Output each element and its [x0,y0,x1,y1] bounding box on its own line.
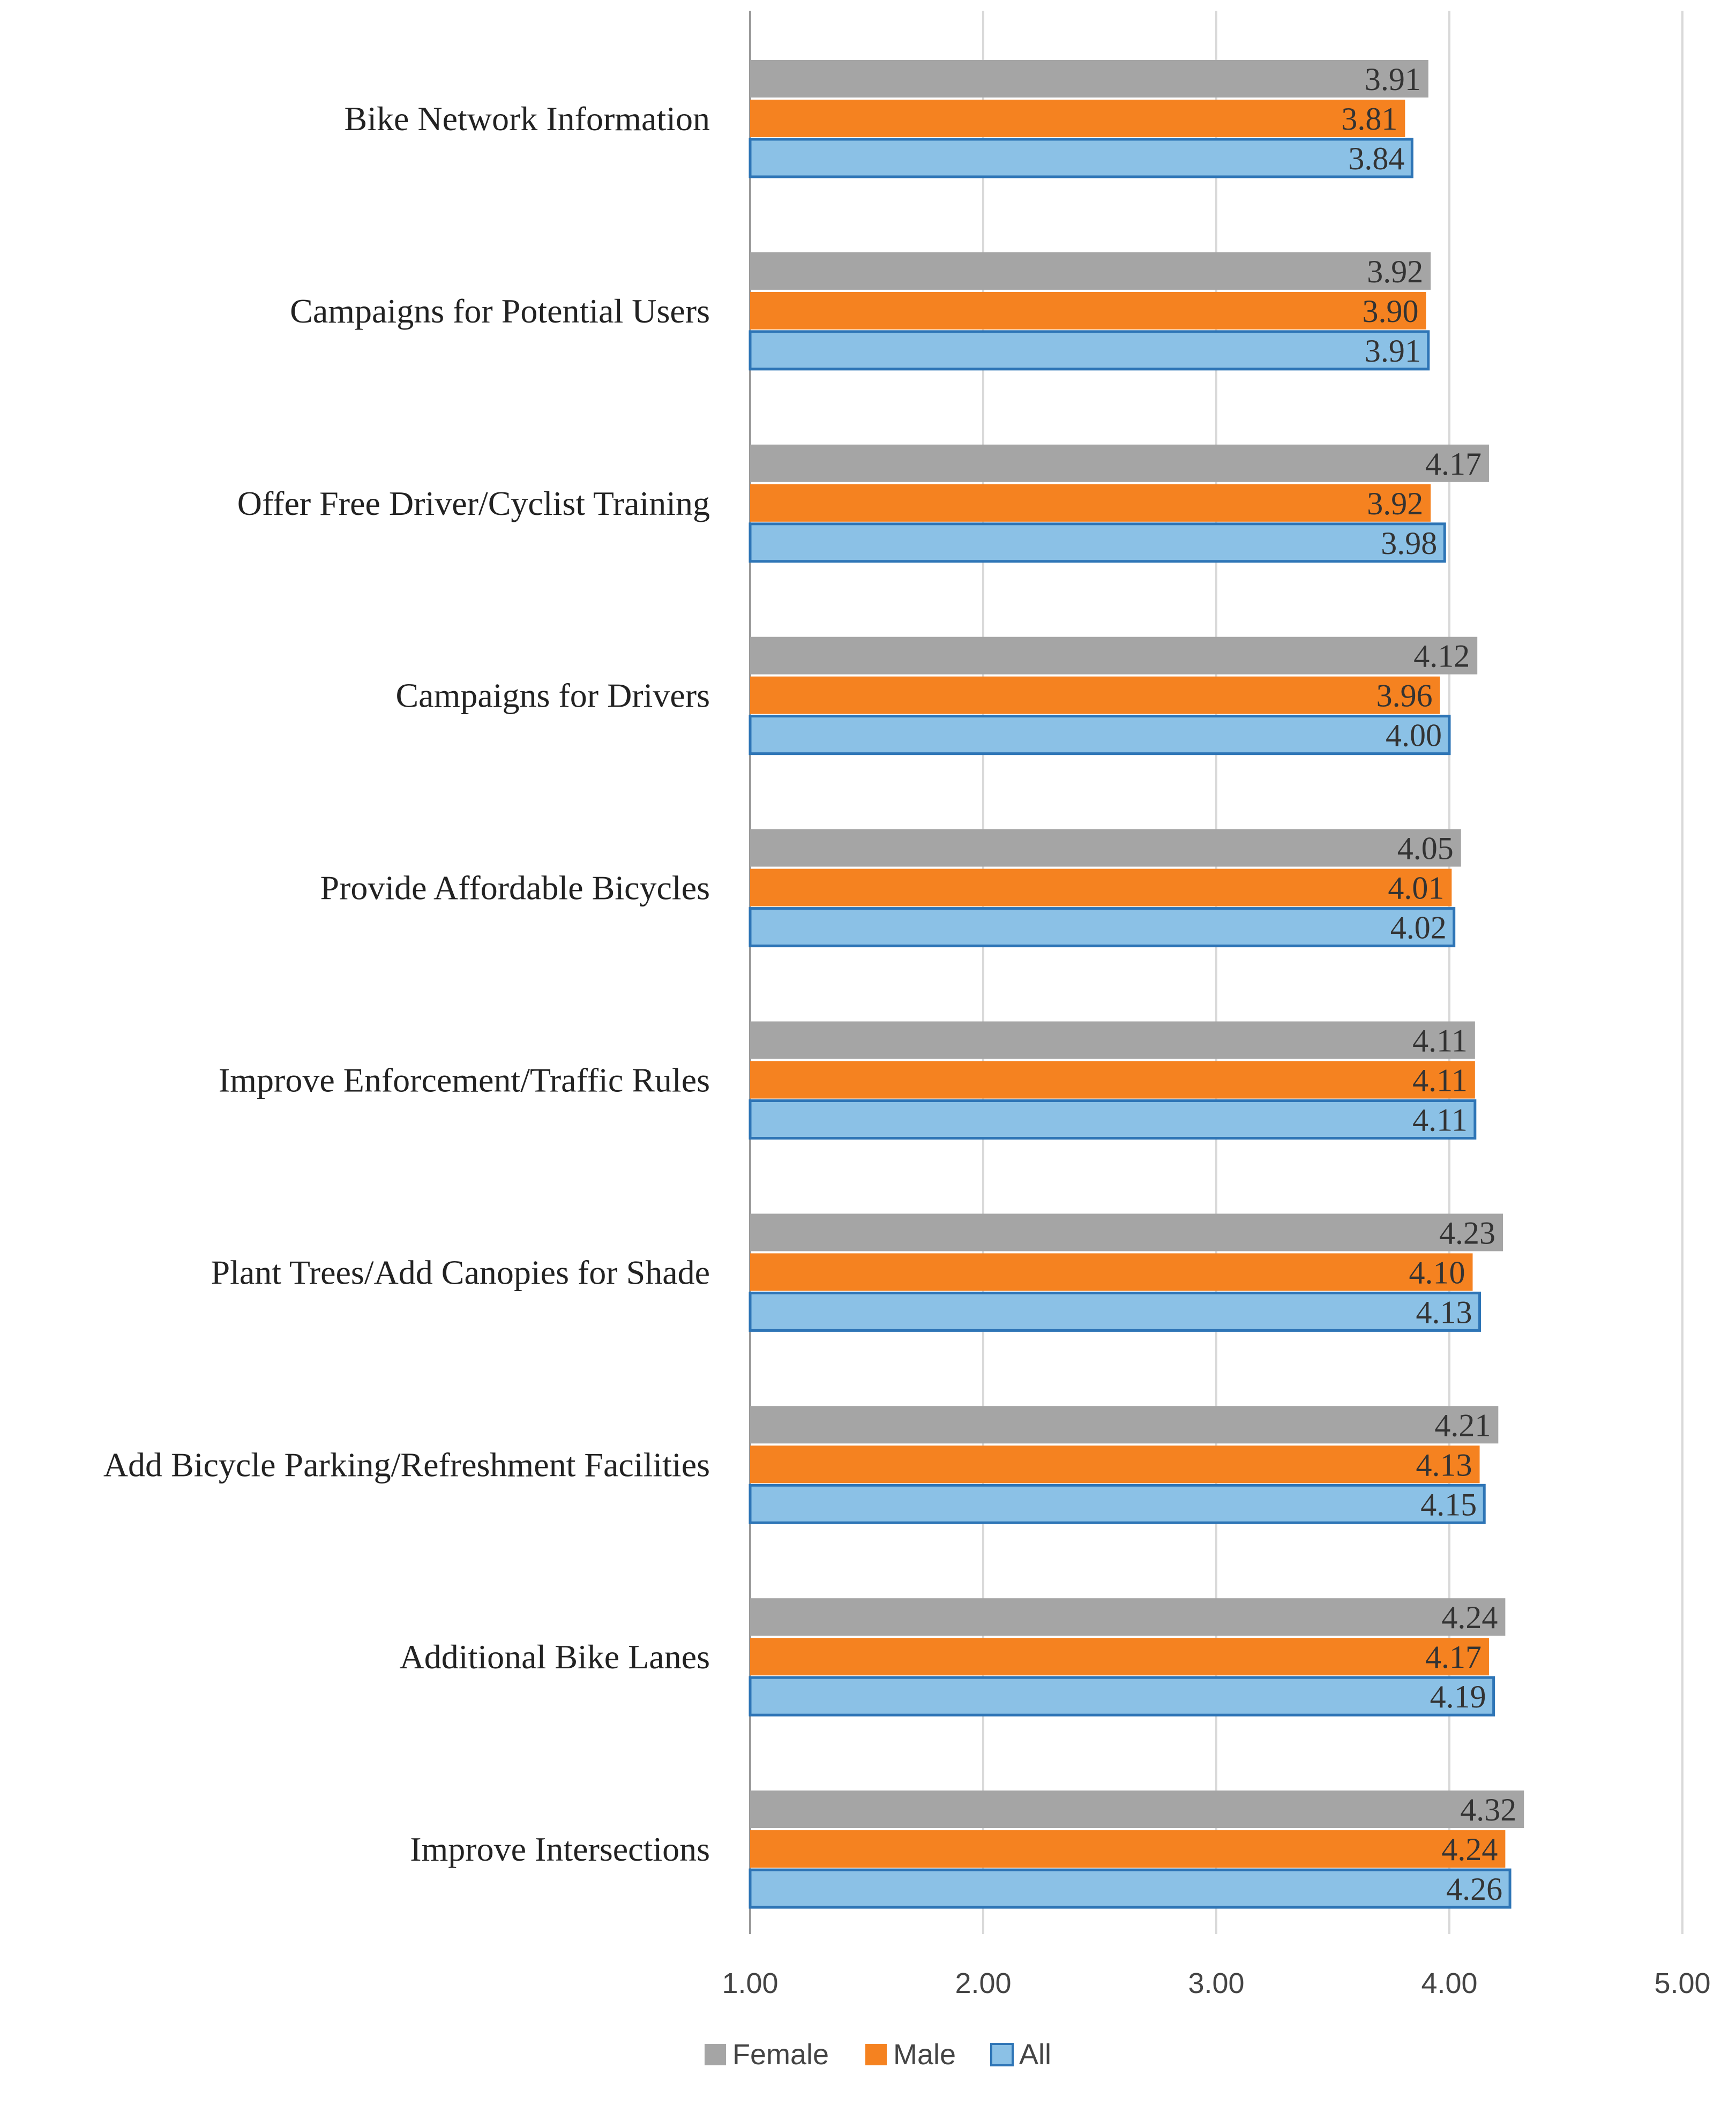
bar-female [750,252,1431,290]
bar-female [750,1406,1499,1444]
legend-swatch-male [865,2044,887,2065]
legend: Female Male All [705,2039,1051,2071]
data-label: 3.81 [1341,101,1397,137]
bar-male [750,484,1431,522]
bar-female [750,1790,1524,1829]
data-label: 3.98 [1381,526,1437,561]
data-label: 4.01 [1388,871,1444,906]
x-tick-label: 5.00 [1654,1967,1710,1999]
category-labels: Bike Network Information Campaigns for Po… [103,100,710,1868]
data-label: 4.23 [1439,1215,1495,1250]
x-tick-label: 3.00 [1188,1967,1244,1999]
category-label: Improve Enforcement/Traffic Rules [219,1061,710,1099]
data-label: 3.90 [1363,294,1419,329]
data-label: 4.13 [1416,1294,1472,1330]
bar-male [750,1253,1473,1291]
data-label: 3.91 [1365,62,1421,97]
x-tick-label: 2.00 [955,1967,1011,1999]
data-label: 4.26 [1446,1871,1502,1907]
x-axis-ticks: 1.00 2.00 3.00 4.00 5.00 [722,1967,1710,1999]
bar-male [750,100,1405,137]
x-tick-label: 1.00 [722,1967,778,1999]
bar-all [749,1291,1481,1332]
data-label: 4.15 [1420,1487,1477,1522]
data-label: 4.02 [1390,910,1447,946]
data-label: 4.00 [1386,718,1442,753]
category-label: Add Bicycle Parking/Refreshment Faciliti… [103,1445,710,1483]
category-label: Plant Trees/Add Canopies for Shade [211,1253,710,1291]
data-label: 4.11 [1412,1023,1468,1059]
category-label: Offer Free Driver/Cyclist Training [237,484,710,522]
bars: 3.913.813.843.923.903.914.173.923.984.12… [749,60,1524,1909]
bar-all [749,522,1446,563]
data-label: 4.05 [1397,831,1454,866]
data-label: 4.32 [1460,1792,1516,1827]
data-label: 3.92 [1367,254,1423,289]
bar-all [749,1868,1511,1909]
category-label: Campaigns for Potential Users [290,292,710,330]
bar-male [750,291,1426,329]
bar-all [749,138,1413,178]
data-label: 4.10 [1409,1255,1465,1290]
data-label: 4.24 [1441,1832,1498,1867]
bar-male [750,1061,1475,1099]
data-label: 4.17 [1425,1639,1481,1675]
bar-male [750,868,1452,906]
bar-all [749,715,1451,755]
bar-all [749,1676,1495,1717]
data-label: 4.12 [1413,639,1470,674]
bar-female [750,1213,1503,1252]
data-label: 3.84 [1348,141,1404,176]
bar-female [750,1021,1475,1059]
data-label: 4.11 [1412,1063,1468,1098]
legend-label: Male [893,2039,956,2071]
category-label: Bike Network Information [345,100,710,138]
data-label: 4.19 [1430,1679,1486,1714]
bar-all [749,330,1430,371]
bar-all [749,1099,1477,1140]
category-label: Additional Bike Lanes [400,1638,710,1676]
data-label: 4.21 [1434,1407,1491,1443]
bar-female [750,60,1428,98]
bar-male [750,1638,1489,1676]
bar-female [750,1598,1506,1636]
bar-female [750,444,1489,482]
data-label: 4.13 [1416,1447,1472,1482]
data-label: 4.24 [1441,1600,1498,1635]
category-label: Campaigns for Drivers [395,677,710,715]
legend-label: All [1019,2039,1051,2071]
legend-label: Female [732,2039,829,2071]
bar-all [749,1483,1486,1524]
data-label: 4.11 [1412,1103,1468,1138]
data-label: 3.96 [1376,678,1433,714]
bar-female [750,829,1461,867]
category-label: Improve Intersections [410,1830,710,1868]
x-tick-label: 4.00 [1421,1967,1477,1999]
bar-female [750,636,1478,675]
category-label: Provide Affordable Bicycles [320,869,710,907]
bar-male [750,1445,1480,1483]
bar-male [750,676,1440,714]
data-label: 3.91 [1365,333,1421,369]
data-label: 3.92 [1367,486,1423,521]
bar-male [750,1830,1506,1868]
legend-swatch-all [990,2043,1014,2066]
legend-swatch-female [705,2044,726,2065]
data-label: 4.17 [1425,446,1481,482]
bar-all [749,907,1456,948]
